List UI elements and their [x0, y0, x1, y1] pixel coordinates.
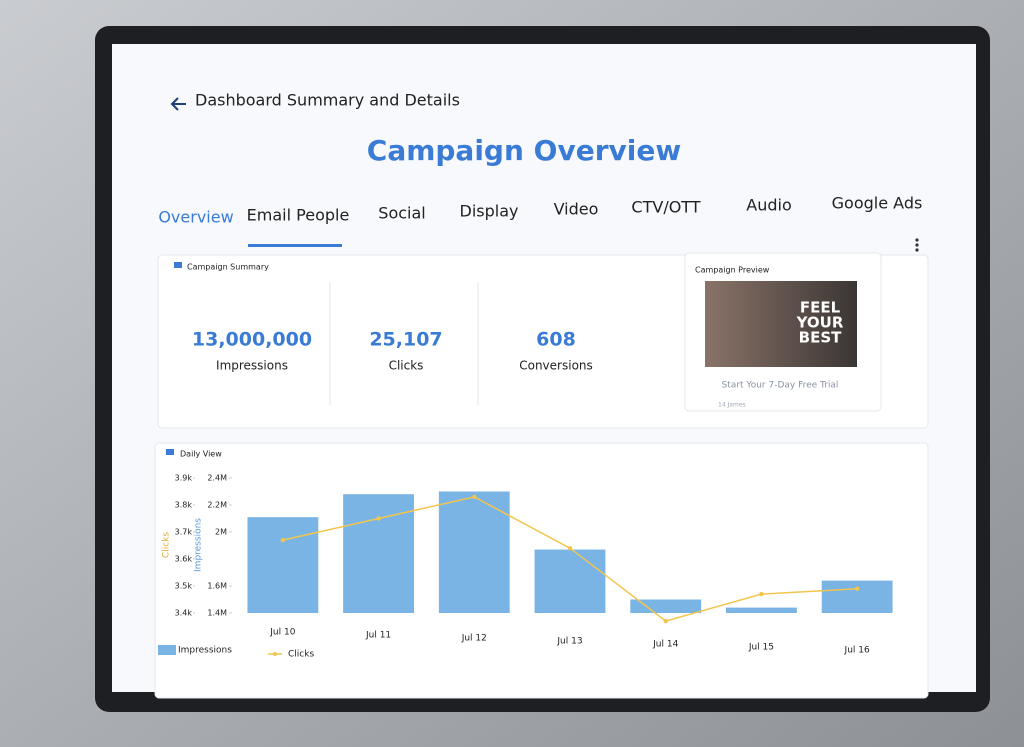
tab[interactable]: Video [554, 200, 599, 219]
x-tick-label: Jul 14 [652, 640, 678, 650]
chart: 1.4M 1.6M 2M 2.2M 2.4M 3.4k 3.5k 3.6k 3.7k 3.8k 3.… [158, 474, 893, 660]
tab[interactable]: Audio [746, 196, 791, 215]
x-tick-label: Jul 16 [844, 646, 870, 656]
y2-tick-label: 3.8k [175, 501, 193, 510]
point [280, 537, 286, 543]
tab[interactable]: Email People [247, 206, 350, 225]
tab[interactable]: Display [460, 202, 519, 221]
bar [630, 599, 702, 613]
y-axis-title: Impressions [194, 518, 204, 572]
headline-line: BEST [799, 329, 842, 347]
preview-title: Campaign Preview [695, 266, 770, 275]
tab[interactable]: CTV/OTT [631, 198, 700, 217]
point [854, 586, 860, 591]
y2-tick-label: 3.9k [175, 474, 193, 483]
y-tick-label: 1.6M [207, 582, 227, 591]
y-tick-label: 2.2M [207, 501, 227, 510]
y-tick-label: 2.4M [207, 474, 227, 483]
y2-tick-label: 3.5k [175, 582, 193, 591]
x-tick-label: Jul 15 [748, 643, 774, 653]
summary-icon [174, 262, 182, 268]
legend-label: Impressions [178, 646, 232, 656]
point [663, 618, 668, 624]
legend-dot [273, 652, 277, 656]
back-arrow[interactable] [170, 97, 186, 111]
summary-title: Campaign Summary [187, 263, 269, 272]
y-tick-label: 2M [215, 528, 227, 537]
point [376, 516, 381, 521]
kebab-menu[interactable] [915, 238, 919, 252]
tab[interactable]: Google Ads [832, 194, 923, 213]
metric-label: Conversions [519, 359, 593, 373]
bar [821, 580, 893, 613]
metric-value: 25,107 [369, 329, 442, 351]
bar [726, 607, 797, 613]
preview-cta[interactable]: Start Your 7-Day Free Trial [722, 381, 839, 391]
metric-value: 608 [536, 329, 576, 351]
bar [438, 491, 510, 613]
metric-value: 13,000,000 [192, 329, 312, 351]
chart-icon [166, 449, 174, 455]
x-tick-label: Jul 10 [269, 628, 295, 638]
chart-title: Daily View [180, 450, 222, 459]
legend-swatch [158, 645, 176, 655]
metric-label: Clicks [389, 359, 424, 373]
x-tick-label: Jul 11 [365, 631, 391, 641]
back-title[interactable]: Dashboard Summary and Details [195, 91, 460, 110]
y2-tick-label: 3.6k [175, 555, 193, 564]
bar [343, 494, 414, 613]
tabs: Overview Email People Social Display Video CT… [158, 194, 922, 227]
tab[interactable]: Social [378, 204, 425, 223]
metrics: 13,000,000 Impressions 25,107 Clicks 608 Conv… [192, 329, 593, 373]
bar [247, 517, 319, 613]
preview-meta: 14 James [718, 402, 746, 409]
metric-label: Impressions [216, 359, 288, 373]
y2-axis-title: Clicks [162, 532, 172, 558]
x-tick-label: Jul 12 [461, 634, 487, 644]
y2-tick-label: 3.7k [175, 528, 193, 537]
y-tick-label: 1.4M [207, 609, 227, 618]
point [759, 591, 764, 597]
point [472, 494, 477, 500]
point [567, 546, 573, 551]
x-tick-label: Jul 13 [556, 637, 582, 647]
legend-label: Clicks [288, 650, 314, 660]
tab-underline [248, 244, 342, 247]
headline-line: YOUR [796, 314, 844, 332]
page-title: Campaign Overview [367, 134, 681, 167]
headline-line: FEEL [800, 299, 841, 317]
bar [534, 549, 606, 613]
tab[interactable]: Overview [158, 208, 233, 227]
y2-tick-label: 3.4k [175, 609, 193, 618]
preview-image [705, 281, 857, 367]
